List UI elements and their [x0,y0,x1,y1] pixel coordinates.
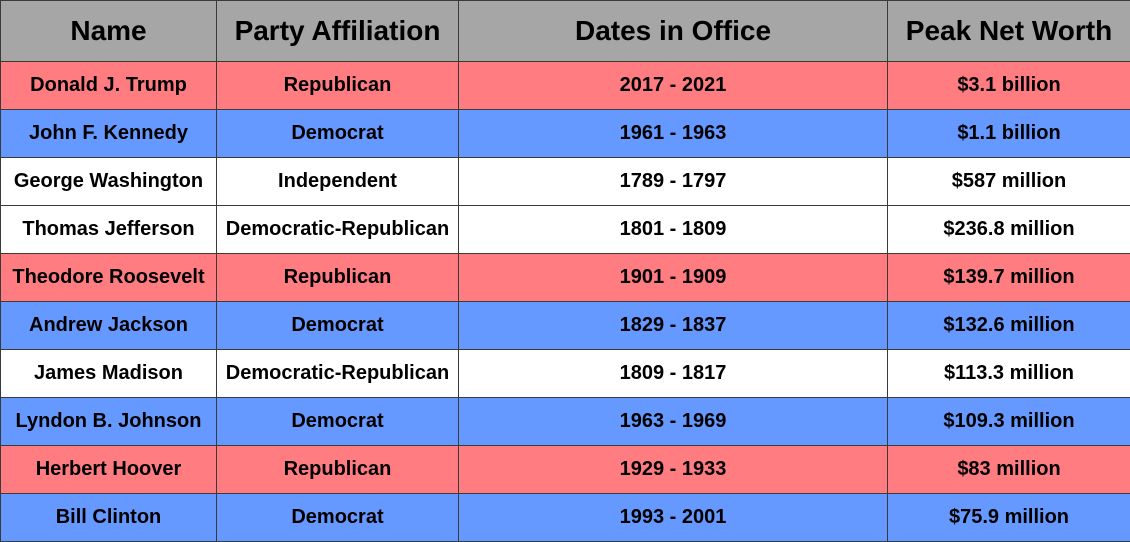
cell-worth: $3.1 billion [888,62,1130,110]
cell-party: Republican [217,254,459,302]
cell-name: John F. Kennedy [1,110,217,158]
cell-dates: 1993 - 2001 [459,494,888,542]
cell-party: Democrat [217,494,459,542]
cell-dates: 1963 - 1969 [459,398,888,446]
cell-dates: 1929 - 1933 [459,446,888,494]
cell-dates: 1809 - 1817 [459,350,888,398]
table-header: Name Party Affiliation Dates in Office P… [1,1,1130,62]
cell-party: Democrat [217,398,459,446]
cell-dates: 2017 - 2021 [459,62,888,110]
cell-name: Herbert Hoover [1,446,217,494]
cell-worth: $132.6 million [888,302,1130,350]
cell-worth: $113.3 million [888,350,1130,398]
cell-party: Democratic-Republican [217,350,459,398]
cell-worth: $587 million [888,158,1130,206]
cell-worth: $83 million [888,446,1130,494]
cell-party: Republican [217,62,459,110]
cell-party: Independent [217,158,459,206]
cell-name: Lyndon B. Johnson [1,398,217,446]
cell-dates: 1961 - 1963 [459,110,888,158]
cell-name: Andrew Jackson [1,302,217,350]
cell-name: Theodore Roosevelt [1,254,217,302]
column-header-dates: Dates in Office [459,1,888,62]
cell-name: George Washington [1,158,217,206]
cell-dates: 1829 - 1837 [459,302,888,350]
cell-dates: 1901 - 1909 [459,254,888,302]
cell-name: James Madison [1,350,217,398]
column-header-name: Name [1,1,217,62]
header-row: Name Party Affiliation Dates in Office P… [1,1,1130,62]
cell-party: Democratic-Republican [217,206,459,254]
cell-party: Democrat [217,302,459,350]
cell-name: Donald J. Trump [1,62,217,110]
column-header-party: Party Affiliation [217,1,459,62]
cell-worth: $139.7 million [888,254,1130,302]
column-header-worth: Peak Net Worth [888,1,1130,62]
cell-party: Democrat [217,110,459,158]
cell-name: Bill Clinton [1,494,217,542]
cell-dates: 1789 - 1797 [459,158,888,206]
cell-worth: $109.3 million [888,398,1130,446]
cell-dates: 1801 - 1809 [459,206,888,254]
cell-worth: $236.8 million [888,206,1130,254]
cell-worth: $75.9 million [888,494,1130,542]
cell-worth: $1.1 billion [888,110,1130,158]
cell-party: Republican [217,446,459,494]
cell-name: Thomas Jefferson [1,206,217,254]
